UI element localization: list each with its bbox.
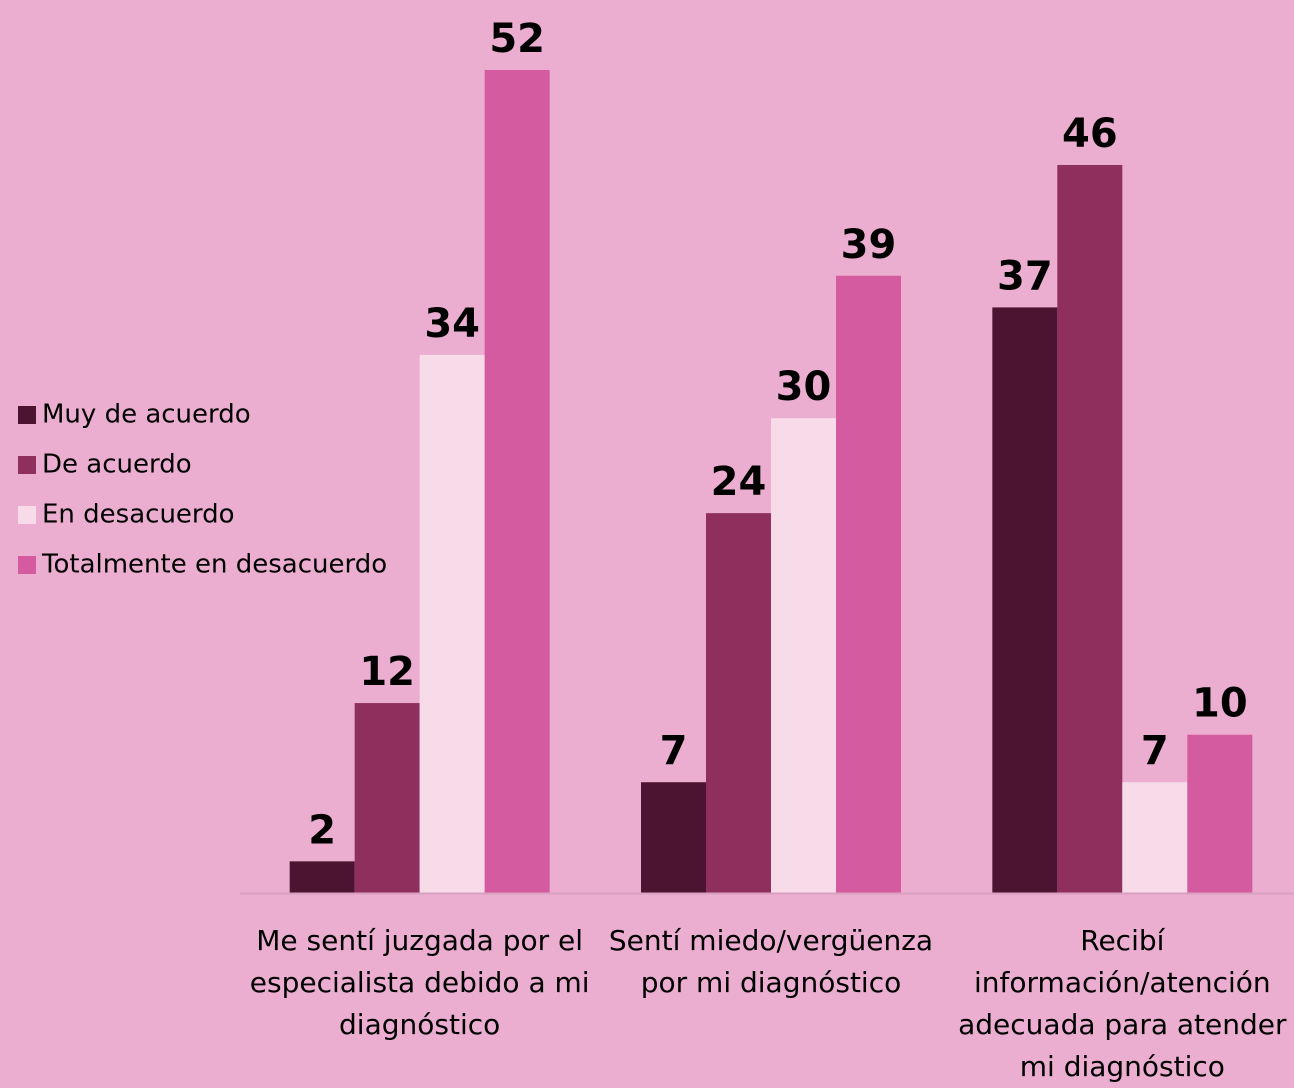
legend-label: De acuerdo [42,450,192,480]
data-label: 46 [1062,111,1118,157]
bar [289,861,355,893]
bar [641,782,706,893]
bar [1187,734,1253,893]
data-label: 52 [489,16,545,62]
bar [1122,782,1188,893]
data-label: 34 [424,301,480,347]
bar [419,354,485,893]
data-label: 10 [1192,681,1248,727]
bar [484,70,550,893]
bar [1057,164,1123,893]
bar [992,307,1058,894]
x-tick-label: Sentí miedo/vergüenza por mi diagnóstico [608,924,934,999]
data-label: 30 [776,364,832,410]
bar [706,513,771,893]
legend-label: Totalmente en desacuerdo [41,550,387,580]
data-label: 2 [308,807,336,853]
bar [836,275,901,893]
legend-label: Muy de acuerdo [42,400,251,430]
data-label: 39 [841,222,897,268]
legend-swatch [18,406,36,424]
x-tick-label: Me sentí juzgada por el especialista deb… [249,924,590,1041]
bar [354,703,420,893]
bar [771,418,836,893]
legend-swatch [18,556,36,574]
data-label: 7 [1141,728,1169,774]
data-label: 24 [711,459,767,505]
x-tick-label: Recibí información/atención adecuada par… [958,924,1287,1083]
data-label: 12 [359,649,415,695]
legend-label: En desacuerdo [42,500,235,530]
data-label: 7 [660,728,688,774]
legend-swatch [18,456,36,474]
data-label: 37 [997,253,1053,299]
legend-swatch [18,506,36,524]
